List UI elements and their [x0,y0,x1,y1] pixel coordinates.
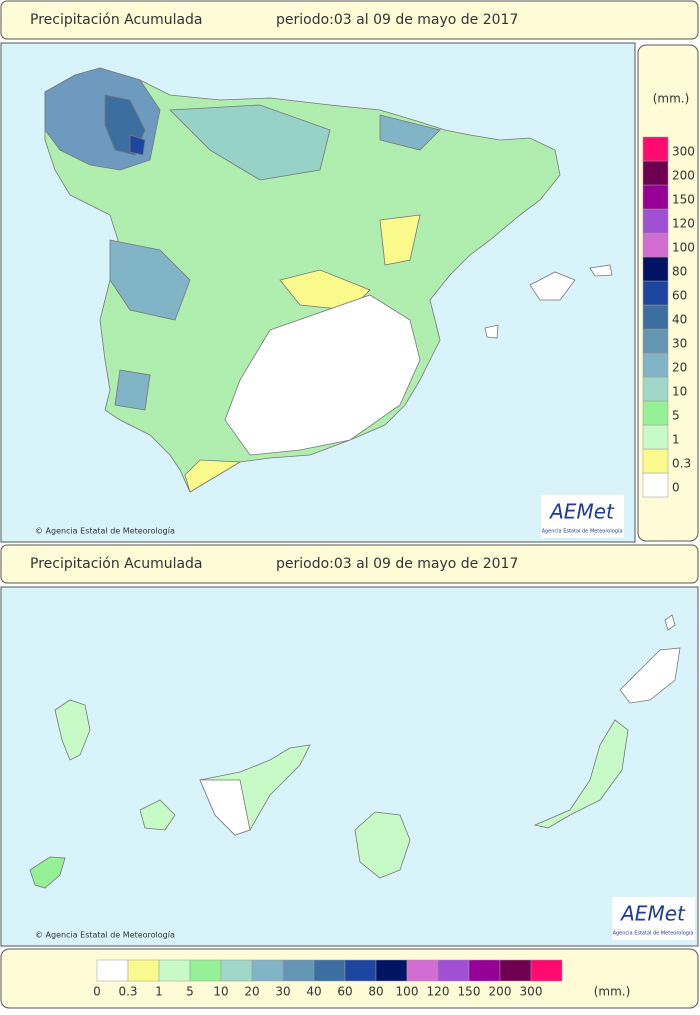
peninsula [44,67,613,493]
header [0,0,699,40]
legend-swatch [468,959,501,982]
legend-label: 300 [672,145,695,159]
legend-label: 40 [306,985,321,999]
header [0,544,699,584]
legend-swatch [642,448,669,474]
period: periodo:03 al 09 de mayo de 2017 [276,12,518,28]
legend-swatch [158,959,191,982]
legend-label: 1 [672,433,680,447]
logo: AEMet [619,902,686,926]
legend-label: 20 [672,361,687,375]
legend-unit: (mm.) [653,92,690,106]
legend-swatch [642,472,669,498]
legend-swatch [642,376,669,402]
credit: © Agencia Estatal de Meteorología [35,931,175,940]
legend-swatch [406,959,439,982]
legend-swatch [642,352,669,378]
legend-swatch [127,959,160,982]
legend-label: 10 [213,985,228,999]
logo-box [541,495,624,538]
legend-label: 200 [672,169,695,183]
legend-label: 30 [672,337,687,351]
legend: 0 0.3 1 5 10 20 30 40 60 80 100 120 150 200 300 [642,136,695,498]
legend-swatch [642,328,669,354]
title: Precipitación Acumulada [30,556,203,572]
legend-label: 20 [244,985,259,999]
legend-label: 1 [155,985,163,999]
legend-label: 60 [672,289,687,303]
legend-label: 40 [672,313,687,327]
legend-label: 80 [368,985,383,999]
legend-label: 150 [458,985,481,999]
map-panel [0,586,699,947]
legend-label: 60 [337,985,352,999]
legend-swatch [251,959,284,982]
legend-swatch [282,959,315,982]
legend-swatch [189,959,222,982]
legend-swatch [220,959,253,982]
legend-swatch [642,232,669,258]
legend-swatch [642,424,669,450]
legend-swatch [642,136,669,162]
legend-swatch [437,959,470,982]
legend-swatch [642,304,669,330]
legend-swatch [642,280,669,306]
legend-label: 5 [186,985,194,999]
legend-label: 10 [672,385,687,399]
legend-label: 300 [520,985,543,999]
legend-swatch [642,208,669,234]
logo-box [612,897,695,940]
legend-swatch [375,959,408,982]
legend-label: 100 [396,985,419,999]
legend-label: 150 [672,193,695,207]
legend-label: 0.3 [118,985,137,999]
legend-swatch [499,959,532,982]
legend-swatch [530,959,563,982]
legend-swatch [344,959,377,982]
legend-swatch [642,160,669,186]
legend-swatch [642,400,669,426]
period: periodo:03 al 09 de mayo de 2017 [276,556,518,572]
legend-label: 0 [672,481,680,495]
logo-subtitle: Agencia Estatal de Meteorología [613,930,694,937]
legend-label: 120 [427,985,450,999]
logo: AEMet [548,500,615,524]
canary-islands [29,614,681,889]
legend: 0 0.3 1 5 10 20 30 40 60 80 100 120 150 200 300 [93,959,563,999]
title: Precipitación Acumulada [30,12,203,28]
logo-subtitle: Agencia Estatal de Meteorología [542,528,623,535]
legend-swatch [642,256,669,282]
legend-swatch [313,959,346,982]
legend-unit: (mm.) [594,985,631,999]
legend-label: 0 [93,985,101,999]
credit: © Agencia Estatal de Meteorología [35,527,175,536]
legend-swatch [96,959,129,982]
legend-label: 0.3 [672,457,691,471]
legend-swatch [642,184,669,210]
legend-label: 200 [489,985,512,999]
legend-label: 5 [672,409,680,423]
legend-label: 30 [275,985,290,999]
legend-label: 80 [672,265,687,279]
legend-label: 100 [672,241,695,255]
legend-label: 120 [672,217,695,231]
